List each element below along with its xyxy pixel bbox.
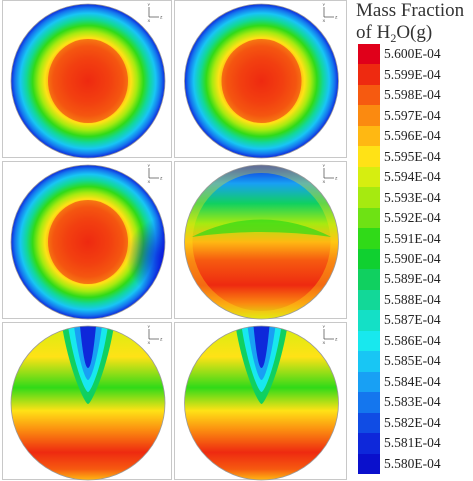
legend-label: 5.597E-04 bbox=[384, 107, 441, 123]
legend-swatch bbox=[358, 166, 380, 188]
triad-y-label: Y bbox=[323, 324, 326, 329]
domain-outline bbox=[184, 164, 339, 320]
legend-swatch bbox=[358, 351, 380, 373]
contour-plot: Y Z X bbox=[10, 324, 166, 481]
legend-label: 5.592E-04 bbox=[384, 210, 441, 226]
legend-label: 5.595E-04 bbox=[384, 148, 441, 164]
contour-panel-5: Y Z X bbox=[2, 322, 172, 481]
legend-label: 5.588E-04 bbox=[384, 291, 441, 307]
legend-swatch bbox=[358, 371, 380, 393]
transition-band bbox=[191, 219, 332, 237]
triad-x-label: X bbox=[323, 340, 326, 345]
contour-plot: Y Z X bbox=[184, 2, 339, 159]
contour-panel-2: Y Z X bbox=[174, 0, 347, 159]
legend-label: 5.593E-04 bbox=[384, 189, 441, 205]
legend-title-suffix: O(g) bbox=[396, 22, 433, 43]
contour-panel-4: Y Z X bbox=[174, 161, 347, 320]
legend-label: 5.591E-04 bbox=[384, 230, 441, 246]
legend-swatch bbox=[358, 146, 380, 168]
legend-swatch bbox=[358, 228, 380, 250]
triad-x-label: X bbox=[148, 340, 151, 345]
legend-swatch bbox=[358, 269, 380, 291]
triad-x-label: X bbox=[323, 18, 326, 23]
legend-swatch bbox=[358, 392, 380, 414]
contour-panel-1: Y Z X bbox=[2, 0, 172, 159]
legend-swatch bbox=[358, 64, 380, 86]
legend-title-subscript: 2 bbox=[390, 31, 397, 45]
legend-label: 5.586E-04 bbox=[384, 332, 441, 348]
color-legend: 5.600E-04 5.599E-04 5.598E-04 5.597E-04 5.59… bbox=[358, 44, 473, 475]
triad-y-label: Y bbox=[323, 163, 326, 168]
legend-label: 5.580E-04 bbox=[384, 455, 441, 471]
axis-triad: Y Z X bbox=[148, 163, 164, 184]
contour-panel-6: Y Z X bbox=[174, 322, 347, 481]
axis-triad: Y Z X bbox=[148, 324, 164, 345]
domain-outline bbox=[10, 164, 166, 320]
contour-plot: Y Z X bbox=[184, 163, 339, 320]
legend-swatch bbox=[358, 433, 380, 455]
triad-z-label: Z bbox=[160, 15, 163, 20]
legend-swatch bbox=[358, 105, 380, 127]
legend-title-line1: Mass Fraction bbox=[356, 0, 465, 21]
cold-plume-layer bbox=[80, 326, 96, 368]
axis-triad: Y Z X bbox=[323, 163, 339, 184]
hot-core bbox=[48, 200, 128, 284]
domain-outline bbox=[184, 3, 339, 159]
legend-label: 5.583E-04 bbox=[384, 394, 441, 410]
legend-swatch bbox=[358, 207, 380, 229]
legend-swatch bbox=[358, 330, 380, 352]
triad-x-label: X bbox=[148, 179, 151, 184]
triad-z-label: Z bbox=[335, 337, 338, 342]
hot-core bbox=[221, 39, 302, 123]
legend-label: 5.589E-04 bbox=[384, 271, 441, 287]
contour-plot: Y Z X bbox=[184, 324, 339, 481]
axis-triad: Y Z X bbox=[323, 2, 339, 23]
legend-swatch bbox=[358, 453, 380, 475]
legend-title-line2: of H2O(g) bbox=[356, 22, 473, 49]
legend-swatch bbox=[358, 84, 380, 106]
legend-label: 5.594E-04 bbox=[384, 169, 441, 185]
legend-swatch bbox=[358, 412, 380, 434]
legend-label: 5.590E-04 bbox=[384, 251, 441, 266]
legend-label: 5.600E-04 bbox=[384, 46, 441, 62]
legend-label: 5.584E-04 bbox=[384, 373, 441, 389]
rim-ring bbox=[184, 165, 339, 319]
hot-core bbox=[48, 39, 128, 123]
legend-label: 5.585E-04 bbox=[384, 353, 441, 369]
legend-swatch bbox=[358, 310, 380, 332]
contour-plot: Y Z X bbox=[10, 163, 166, 320]
cold-plume-layer bbox=[253, 326, 270, 368]
contour-panel-3: Y Z X bbox=[2, 161, 172, 320]
legend-swatch bbox=[358, 44, 380, 65]
legend-label: 5.596E-04 bbox=[384, 128, 441, 144]
legend-swatch bbox=[358, 125, 380, 147]
triad-z-label: Z bbox=[335, 176, 338, 181]
triad-z-label: Z bbox=[160, 176, 163, 181]
legend-swatch bbox=[358, 187, 380, 209]
triad-y-label: Y bbox=[148, 324, 151, 329]
triad-x-label: X bbox=[148, 18, 151, 23]
triad-y-label: Y bbox=[323, 2, 326, 7]
triad-y-label: Y bbox=[148, 2, 151, 7]
contour-plot: Y Z X bbox=[10, 2, 166, 159]
legend-label: 5.581E-04 bbox=[384, 435, 441, 451]
domain-outline bbox=[10, 3, 166, 159]
axis-triad: Y Z X bbox=[323, 324, 339, 345]
triad-y-label: Y bbox=[148, 163, 151, 168]
legend-swatch bbox=[358, 289, 380, 311]
triad-z-label: Z bbox=[335, 15, 338, 20]
triad-z-label: Z bbox=[160, 337, 163, 342]
legend-label: 5.582E-04 bbox=[384, 414, 441, 430]
legend-label: 5.599E-04 bbox=[384, 66, 441, 82]
axis-triad: Y Z X bbox=[148, 2, 164, 23]
triad-x-label: X bbox=[323, 179, 326, 184]
legend-title-prefix: of H bbox=[356, 22, 391, 43]
legend-swatch bbox=[358, 248, 380, 270]
legend-label: 5.587E-04 bbox=[384, 312, 441, 328]
legend-label: 5.598E-04 bbox=[384, 87, 441, 103]
legend-title: Mass Fraction of H2O(g) bbox=[356, 0, 473, 49]
